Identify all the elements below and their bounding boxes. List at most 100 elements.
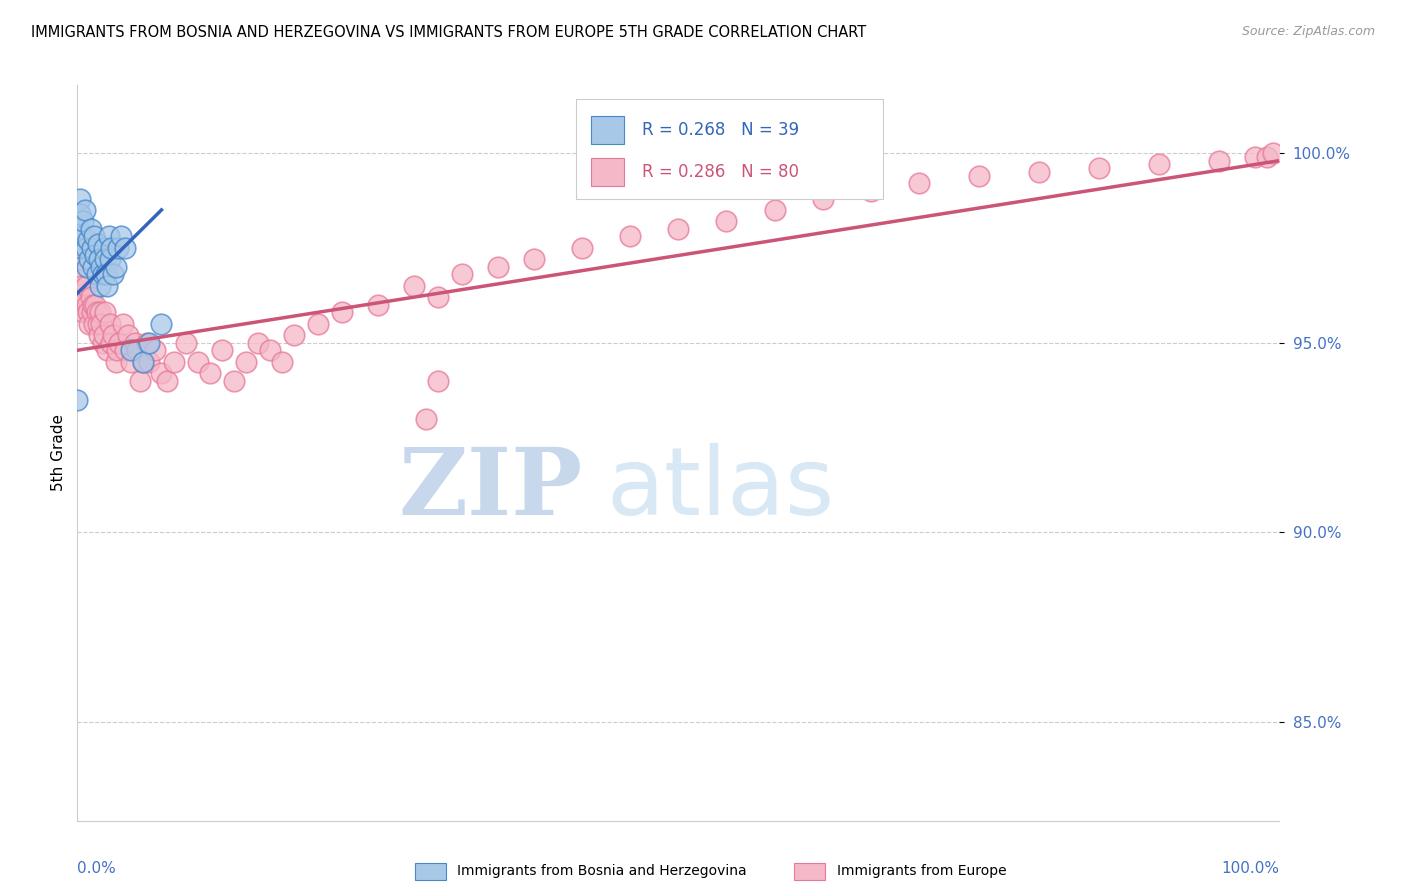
Point: [77, 233, 100, 247]
Point: [82, 298, 104, 312]
Point: [763, 202, 786, 217]
Point: [1088, 161, 1111, 176]
Point: [211, 343, 233, 358]
Point: [94, 305, 117, 319]
Point: [235, 354, 257, 368]
Point: [97, 229, 120, 244]
Point: [90, 317, 112, 331]
Point: [75, 241, 97, 255]
Point: [84, 248, 107, 262]
Point: [72, 214, 94, 228]
Text: atlas: atlas: [606, 443, 835, 535]
Point: [96, 343, 118, 358]
Point: [967, 169, 990, 183]
Point: [100, 241, 122, 255]
Point: [571, 241, 593, 255]
Point: [83, 317, 105, 331]
Point: [79, 290, 101, 304]
Point: [307, 317, 329, 331]
Point: [132, 354, 155, 368]
Point: [114, 241, 136, 255]
Point: [222, 374, 245, 388]
Point: [96, 278, 118, 293]
Point: [70, 241, 93, 255]
Point: [668, 222, 690, 236]
Point: [70, 278, 93, 293]
Point: [87, 328, 110, 343]
Point: [716, 214, 738, 228]
Point: [402, 278, 425, 293]
Point: [908, 177, 931, 191]
Point: [619, 229, 641, 244]
FancyBboxPatch shape: [591, 116, 624, 144]
Point: [127, 343, 149, 358]
Point: [70, 298, 93, 312]
Point: [89, 305, 111, 319]
Point: [1028, 165, 1050, 179]
Point: [70, 229, 93, 244]
Point: [103, 328, 125, 343]
Point: [76, 260, 98, 274]
Point: [93, 328, 115, 343]
Point: [486, 260, 509, 274]
Point: [75, 278, 97, 293]
Point: [86, 268, 108, 282]
Point: [111, 317, 134, 331]
Point: [82, 260, 104, 274]
Point: [79, 252, 101, 267]
Point: [117, 328, 139, 343]
Point: [73, 290, 96, 304]
Point: [77, 305, 100, 319]
Text: Source: ZipAtlas.com: Source: ZipAtlas.com: [1241, 25, 1375, 38]
Point: [107, 241, 129, 255]
Point: [283, 328, 305, 343]
Point: [72, 305, 94, 319]
Point: [94, 252, 117, 267]
Text: Immigrants from Europe: Immigrants from Europe: [837, 864, 1007, 879]
Text: Immigrants from Bosnia and Herzegovina: Immigrants from Bosnia and Herzegovina: [457, 864, 747, 879]
Point: [259, 343, 281, 358]
Point: [108, 335, 131, 350]
Point: [98, 317, 121, 331]
Point: [114, 343, 136, 358]
Point: [100, 335, 122, 350]
Point: [859, 184, 882, 198]
Point: [1149, 157, 1171, 171]
Point: [427, 374, 450, 388]
Point: [120, 343, 142, 358]
Text: 100.0%: 100.0%: [1222, 861, 1279, 876]
Point: [128, 374, 150, 388]
Text: IMMIGRANTS FROM BOSNIA AND HERZEGOVINA VS IMMIGRANTS FROM EUROPE 5TH GRADE CORRE: IMMIGRANTS FROM BOSNIA AND HERZEGOVINA V…: [31, 25, 866, 40]
Point: [427, 290, 450, 304]
Point: [73, 202, 96, 217]
Point: [104, 354, 127, 368]
Point: [132, 354, 155, 368]
Point: [138, 335, 160, 350]
Point: [451, 268, 474, 282]
Point: [80, 305, 103, 319]
Point: [76, 298, 98, 312]
Point: [105, 343, 128, 358]
FancyBboxPatch shape: [576, 99, 883, 199]
Point: [91, 335, 114, 350]
Point: [84, 298, 107, 312]
Point: [124, 335, 146, 350]
FancyBboxPatch shape: [591, 158, 624, 186]
Text: R = 0.268   N = 39: R = 0.268 N = 39: [643, 120, 800, 138]
Text: ZIP: ZIP: [398, 444, 582, 534]
Point: [89, 278, 111, 293]
Point: [1244, 150, 1267, 164]
Point: [270, 354, 292, 368]
Point: [367, 298, 389, 312]
Point: [136, 335, 159, 350]
Point: [330, 305, 353, 319]
Point: [98, 252, 121, 267]
Point: [87, 237, 110, 252]
Point: [87, 317, 110, 331]
Point: [69, 252, 91, 267]
Y-axis label: 5th Grade: 5th Grade: [51, 414, 66, 491]
Point: [69, 207, 91, 221]
Point: [66, 392, 89, 407]
Point: [156, 374, 179, 388]
Point: [1208, 153, 1230, 168]
